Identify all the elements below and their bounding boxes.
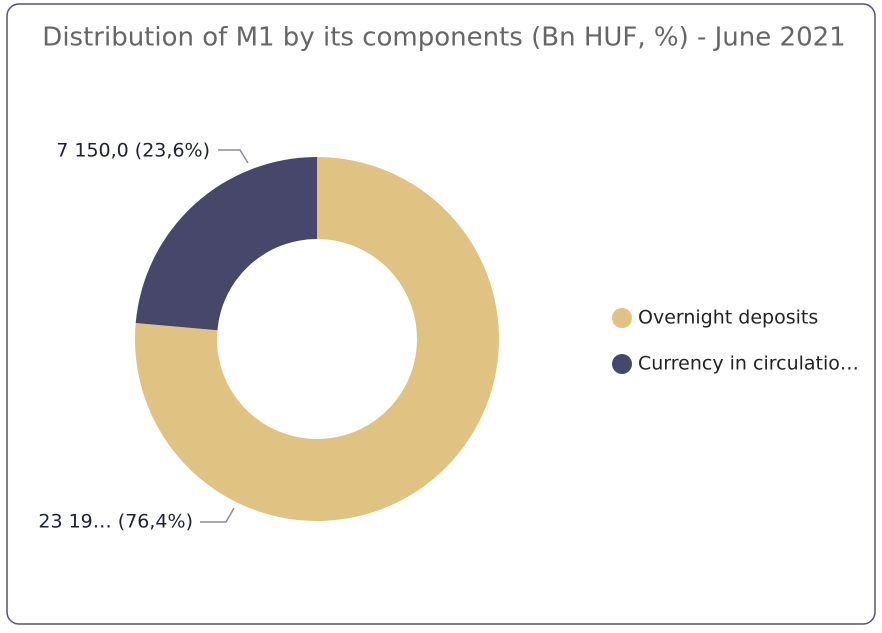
legend-label: Overnight deposits [638,307,818,329]
legend-swatch [612,354,632,374]
leader-line [218,149,249,164]
legend-label: Currency in circulatio… [638,353,859,375]
chart-title: Distribution of M1 by its components (Bn… [42,23,845,53]
leader-line [200,507,235,523]
data-label: 7 150,0 (23,6%) [56,140,210,162]
donut-slice [135,157,500,522]
legend-swatch [612,308,632,328]
data-label: 23 19… (76,4%) [38,511,193,533]
donut-slice [135,157,317,331]
